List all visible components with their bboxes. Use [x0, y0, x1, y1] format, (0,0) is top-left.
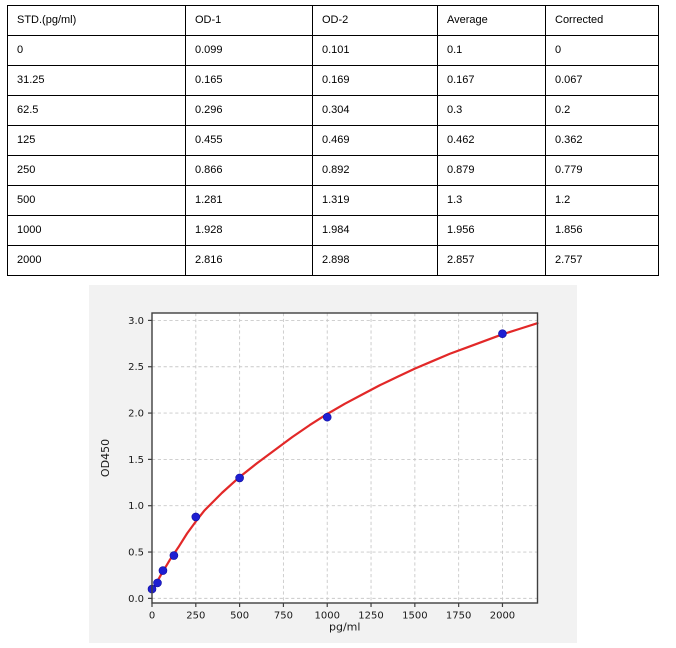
table-cell: 0.362: [545, 125, 659, 156]
table-cell: 0.469: [312, 125, 438, 156]
table-cell: 1.3: [437, 185, 546, 216]
col-header-std: STD.(pg/ml): [7, 5, 186, 36]
table-row: 500 1.281 1.319 1.3 1.2: [7, 185, 659, 216]
standard-curve-chart: 0 250 500 750 1000 1250 1500 1750 2000 0.0 0.5 1.0 1…: [99, 312, 539, 634]
table-cell: 1.856: [545, 215, 659, 246]
table-cell: 2.816: [185, 245, 313, 276]
table-cell: 0: [7, 35, 186, 66]
y-tick-label: 2.0: [128, 409, 144, 420]
y-tick-label: 0.0: [128, 594, 144, 605]
table-cell: 1.984: [312, 215, 438, 246]
table-cell: 2.898: [312, 245, 438, 276]
x-tick-label: 500: [230, 611, 249, 622]
y-tick-label: 0.5: [128, 548, 144, 559]
data-point: [322, 412, 332, 422]
table-cell: 0.169: [312, 65, 438, 96]
table-cell: 1.319: [312, 185, 438, 216]
table-cell: 1.956: [437, 215, 546, 246]
x-axis-title: pg/ml: [329, 621, 360, 634]
x-tick-label: 1000: [315, 611, 340, 622]
plot-border: [151, 312, 539, 604]
table-cell: 0.101: [312, 35, 438, 66]
table-cell: 31.25: [7, 65, 186, 96]
table-cell: 1.928: [185, 215, 313, 246]
standard-data-table: STD.(pg/ml) OD-1 OD-2 Average Corrected …: [7, 5, 659, 276]
table-row: 31.25 0.165 0.169 0.167 0.067: [7, 65, 659, 96]
table-cell: 0.296: [185, 95, 313, 126]
table-cell: 2.857: [437, 245, 546, 276]
x-tick-label: 1500: [402, 611, 427, 622]
data-point: [191, 512, 201, 522]
table-cell: 2000: [7, 245, 186, 276]
x-tick-label: 250: [186, 611, 205, 622]
table-cell: 0.099: [185, 35, 313, 66]
chart-panel: 0 250 500 750 1000 1250 1500 1750 2000 0.0 0.5 1.0 1…: [89, 285, 577, 643]
table-body: 0 0.099 0.101 0.1 0 31.25 0.165 0.169 0.167 0.067…: [7, 35, 659, 276]
table-cell: 0.304: [312, 95, 438, 126]
x-tick-label: 2000: [490, 611, 515, 622]
table-cell: 0.779: [545, 155, 659, 186]
col-header-corrected: Corrected: [545, 5, 659, 36]
table-cell: 2.757: [545, 245, 659, 276]
table-row: 2000 2.816 2.898 2.857 2.757: [7, 245, 659, 276]
table-cell: 0.2: [545, 95, 659, 126]
plot-area: [152, 313, 538, 603]
fit-curve: [150, 322, 539, 593]
table-cell: 0: [545, 35, 659, 66]
table-cell: 0.879: [437, 155, 546, 186]
table-row: 250 0.866 0.892 0.879 0.779: [7, 155, 659, 186]
y-tick-label: 1.0: [128, 501, 144, 512]
x-tick-label: 0: [149, 611, 155, 622]
data-point: [498, 329, 507, 338]
table-row: 0 0.099 0.101 0.1 0: [7, 35, 659, 66]
table-cell: 0.866: [185, 155, 313, 186]
table-cell: 0.3: [437, 95, 546, 126]
data-point: [158, 566, 168, 575]
table-cell: 0.892: [312, 155, 438, 186]
table-cell: 0.462: [437, 125, 546, 156]
table-cell: 250: [7, 155, 186, 186]
table-row: 1000 1.928 1.984 1.956 1.856: [7, 215, 659, 246]
table-cell: 0.165: [185, 65, 313, 96]
y-tick-label: 2.5: [128, 362, 144, 373]
x-tick-label: 750: [274, 611, 293, 622]
table-row: 62.5 0.296 0.304 0.3 0.2: [7, 95, 659, 126]
table-cell: 125: [7, 125, 186, 156]
x-tick-label: 1750: [446, 611, 471, 622]
table-cell: 500: [7, 185, 186, 216]
col-header-average: Average: [437, 5, 546, 36]
table-header-row: STD.(pg/ml) OD-1 OD-2 Average Corrected: [7, 5, 659, 36]
table-cell: 62.5: [7, 95, 186, 126]
table-cell: 1.2: [545, 185, 659, 216]
col-header-od2: OD-2: [312, 5, 438, 36]
y-tick-label: 1.5: [128, 455, 144, 466]
table-cell: 0.455: [185, 125, 313, 156]
data-point: [235, 473, 244, 483]
x-tick-label: 1250: [358, 611, 383, 622]
y-axis-title: OD450: [99, 439, 112, 477]
data-point: [169, 551, 179, 560]
table-cell: 1000: [7, 215, 186, 246]
col-header-od1: OD-1: [185, 5, 313, 36]
y-tick-label: 3.0: [128, 316, 144, 327]
table-cell: 0.1: [437, 35, 546, 66]
table-cell: 1.281: [185, 185, 313, 216]
table-cell: 0.167: [437, 65, 546, 96]
data-point: [153, 578, 162, 588]
table-cell: 0.067: [545, 65, 659, 96]
table-row: 125 0.455 0.469 0.462 0.362: [7, 125, 659, 156]
